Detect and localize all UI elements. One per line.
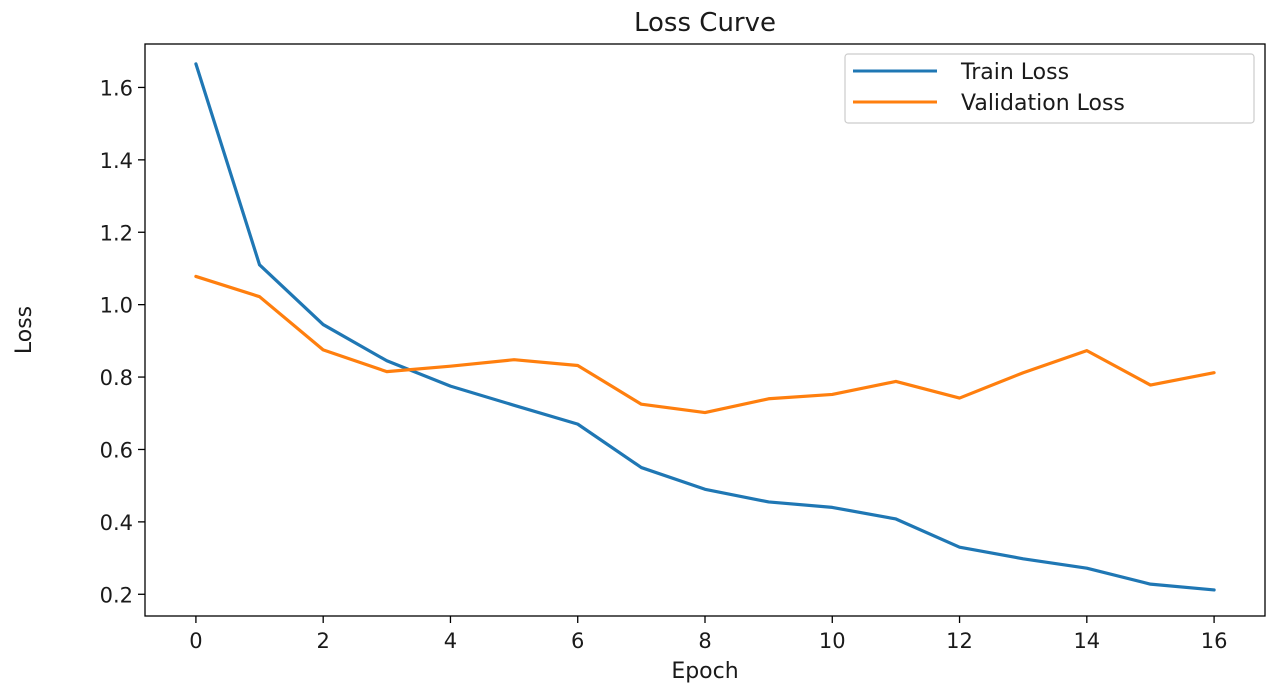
y-tick-label: 0.4 [100,511,133,535]
x-tick-label: 16 [1201,629,1228,653]
y-axis: 0.2 0.4 0.6 0.8 1.0 1.2 1.4 1.6 [100,76,145,607]
x-axis-label: Epoch [671,659,738,684]
x-tick-label: 8 [698,629,711,653]
x-tick-label: 10 [819,629,846,653]
legend: Train Loss Validation Loss [844,53,1255,124]
series-line-validation-loss [194,274,1216,415]
x-tick-label: 4 [444,629,457,653]
x-tick-label: 6 [571,629,584,653]
y-tick-label: 0.8 [100,366,133,390]
x-tick-label: 2 [316,629,329,653]
legend-label-validation-loss: Validation Loss [961,91,1125,116]
y-tick-label: 0.2 [100,583,133,607]
y-tick-label: 1.0 [100,294,133,318]
y-axis-label: Loss [12,306,37,354]
x-tick-label: 14 [1073,629,1100,653]
chart-title: Loss Curve [634,8,776,38]
y-tick-label: 1.6 [100,76,133,100]
x-axis: 0 2 4 6 8 10 12 14 16 [189,616,1227,653]
y-tick-label: 1.2 [100,221,133,245]
series-lines [194,62,1216,592]
series-line-train-loss [194,62,1216,592]
y-tick-label: 0.6 [100,438,133,462]
x-tick-label: 0 [189,629,202,653]
x-tick-label: 12 [946,629,973,653]
y-tick-label: 1.4 [100,149,133,173]
legend-box [844,53,1255,124]
legend-label-train-loss: Train Loss [960,60,1069,85]
